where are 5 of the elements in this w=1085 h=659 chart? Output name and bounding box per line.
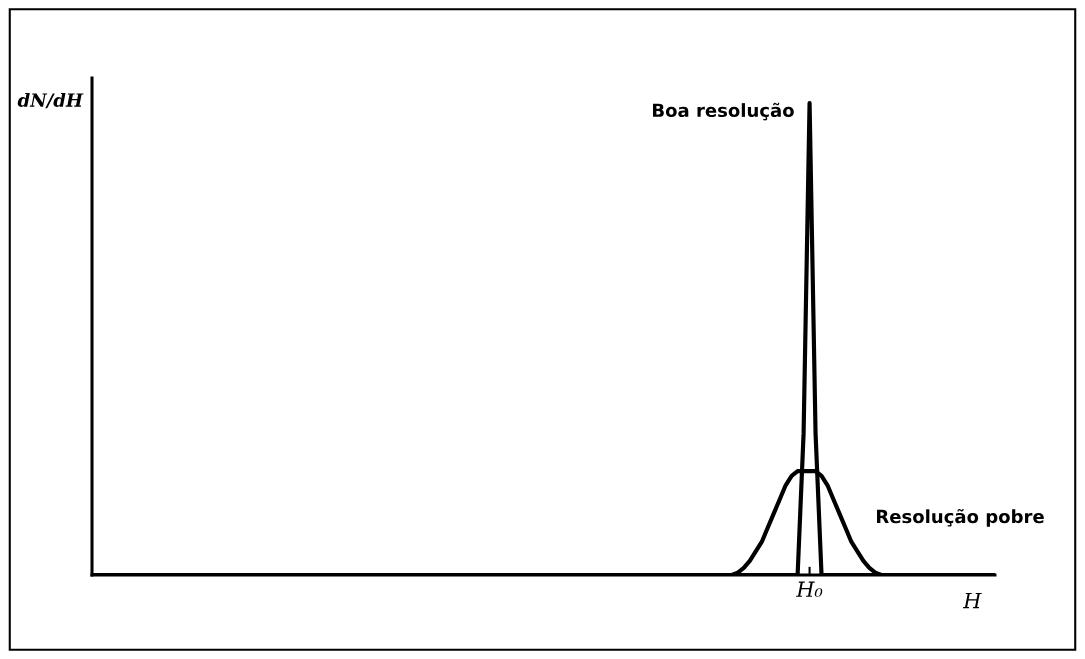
series-label: Boa resolução: [653, 102, 794, 121]
text: H₀: [796, 581, 823, 597]
series-label: Resolução pobre: [877, 508, 1044, 527]
x-axis-title: H: [962, 593, 982, 609]
y-axis-title: dN/dH: [17, 92, 84, 109]
